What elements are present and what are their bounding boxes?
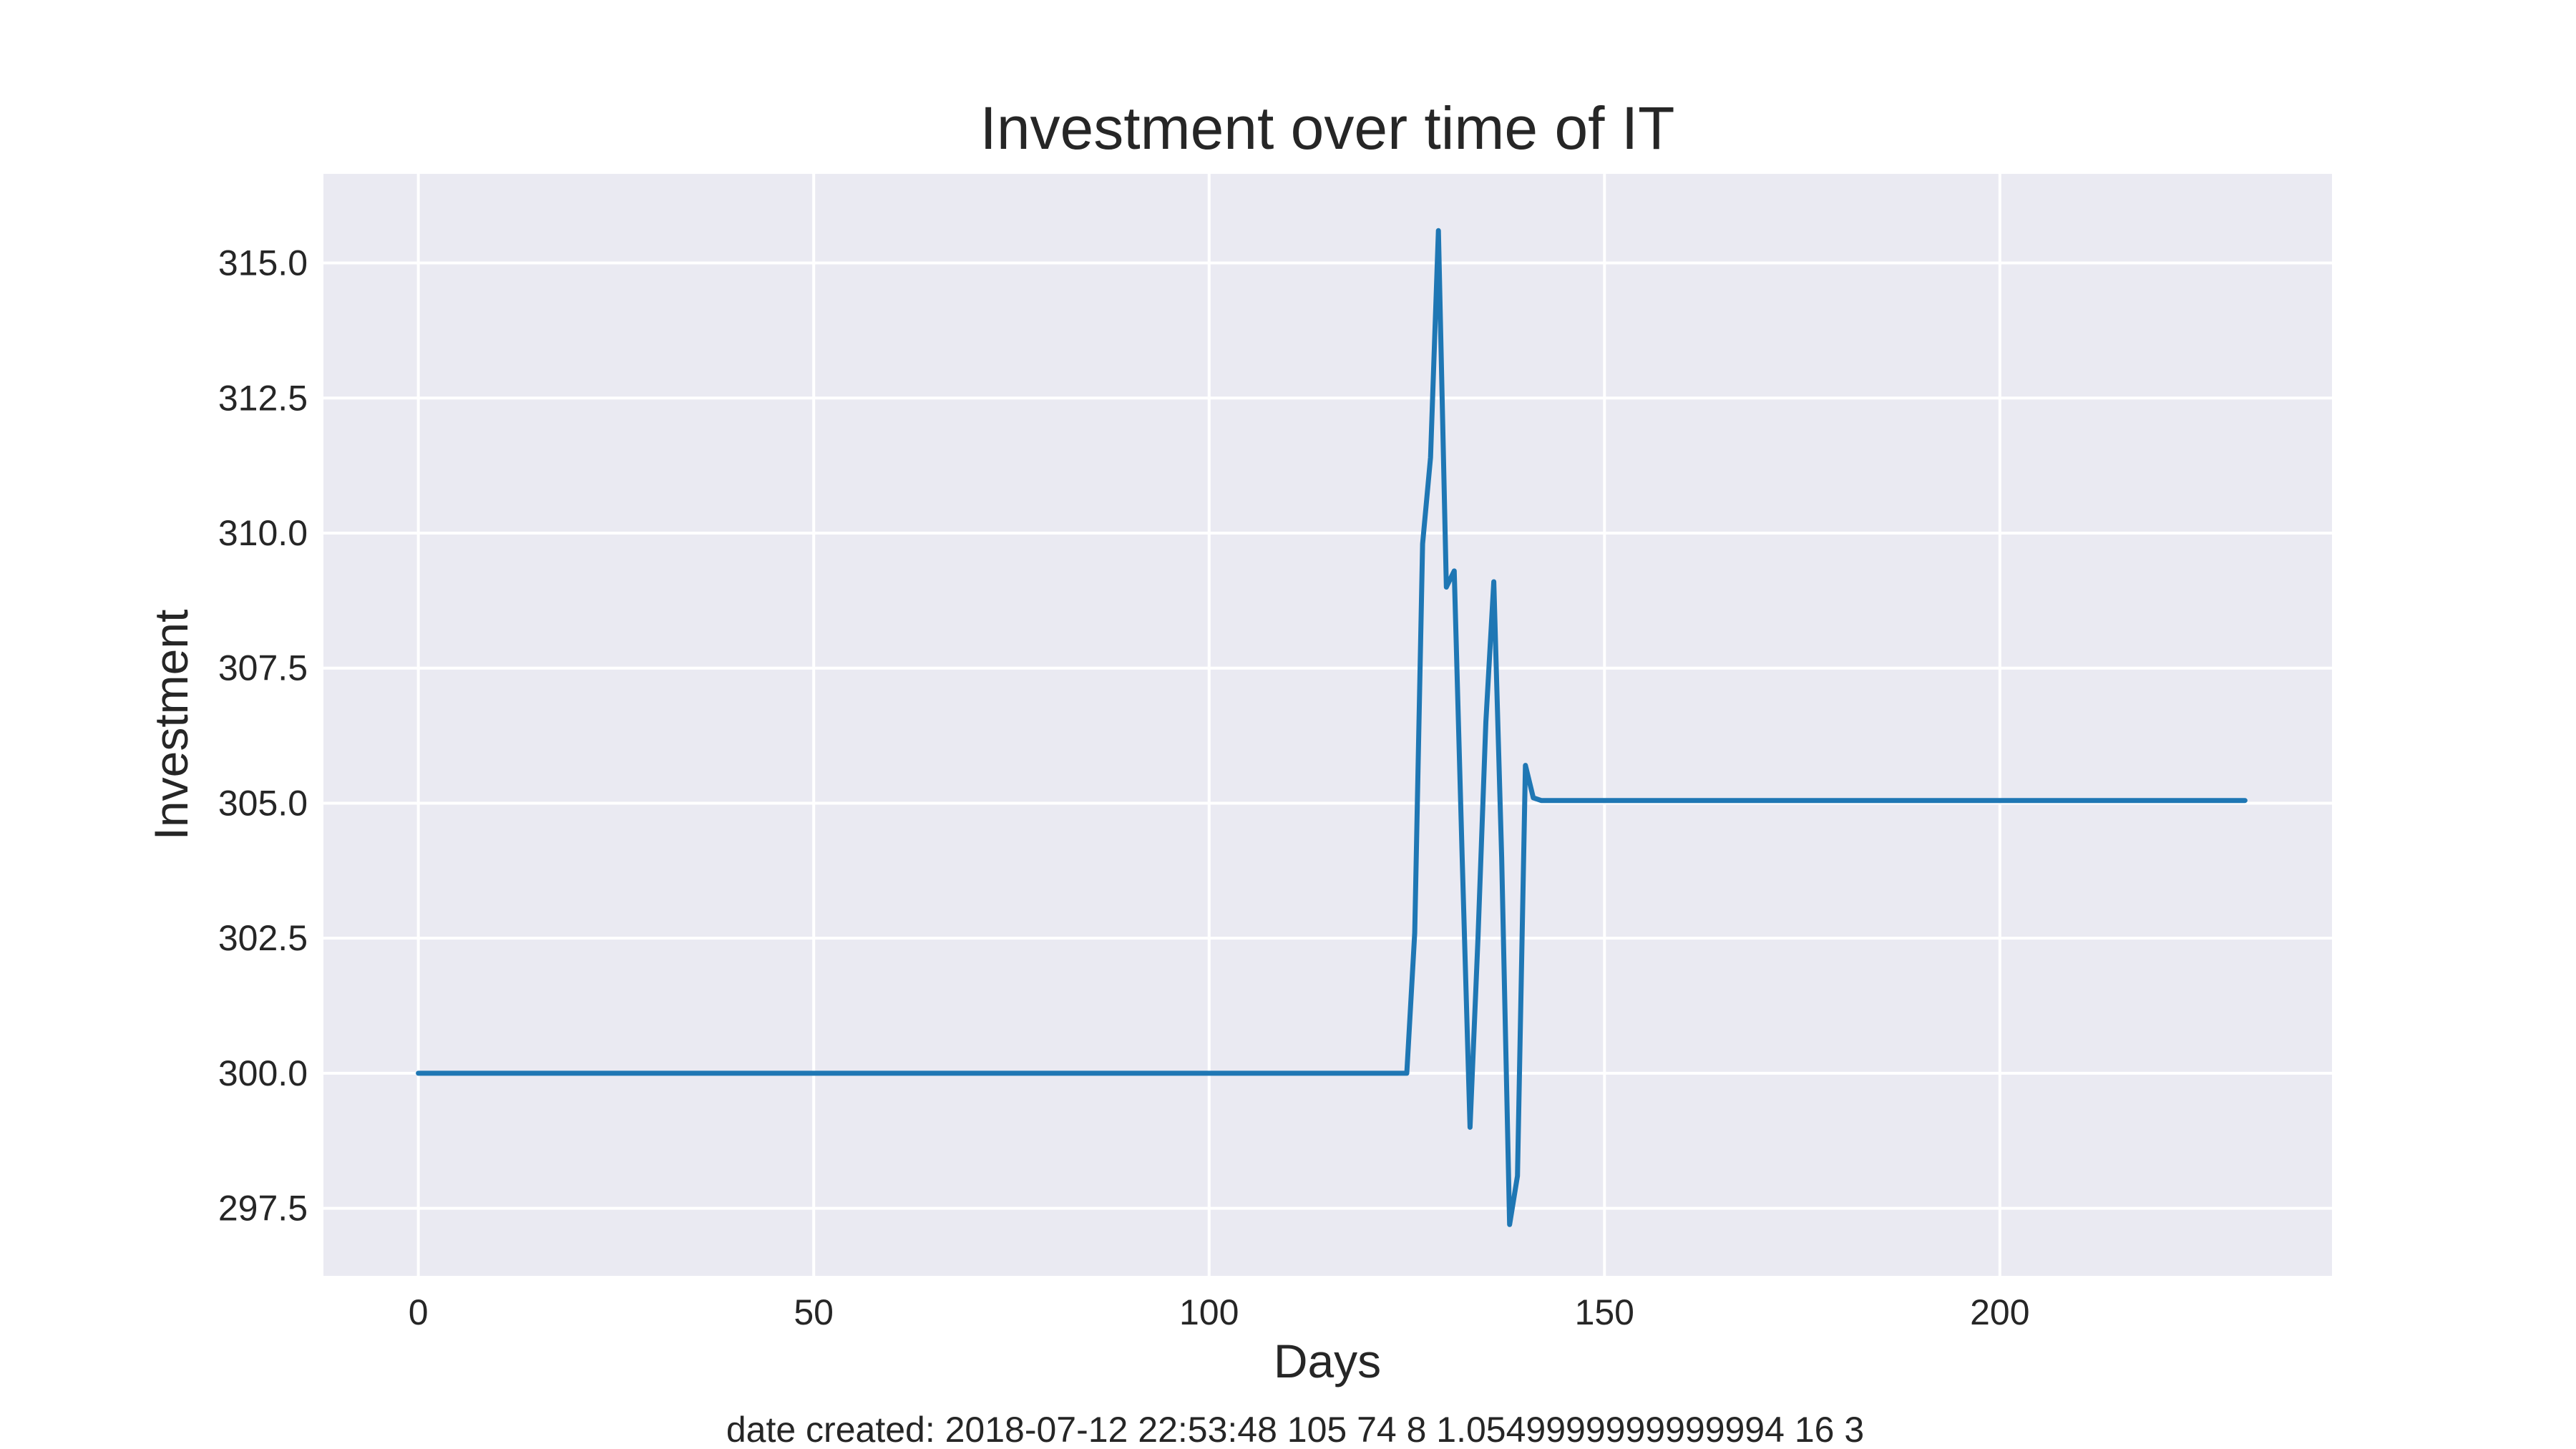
y-tick-label: 302.5 [218,918,308,958]
y-tick-label: 297.5 [218,1189,308,1229]
y-tick-label: 300.0 [218,1053,308,1093]
series-line [416,228,2248,1227]
y-axis-label: Investment [145,610,197,841]
chart-title: Investment over time of IT [980,94,1674,162]
x-tick-label: 50 [794,1292,834,1332]
x-tick-label: 100 [1179,1292,1239,1332]
y-tick-label: 312.5 [218,378,308,418]
x-tick-label: 200 [1970,1292,2029,1332]
y-tick-label: 310.0 [218,513,308,553]
y-tick-label: 307.5 [218,648,308,688]
y-tick-label: 305.0 [218,783,308,823]
grid [323,174,2332,1276]
footer-date-created: date created: 2018-07-12 22:53:48 105 74… [726,1410,1864,1449]
x-axis-label: Days [1274,1335,1381,1387]
x-tick-label: 0 [409,1292,429,1332]
tick-labels: 0 50 100 150 200 297.5 300.0 302.5 305.0 307.5 310… [218,243,2030,1332]
plot-area [323,174,2332,1276]
y-tick-label: 315.0 [218,243,308,283]
x-tick-label: 150 [1575,1292,1634,1332]
